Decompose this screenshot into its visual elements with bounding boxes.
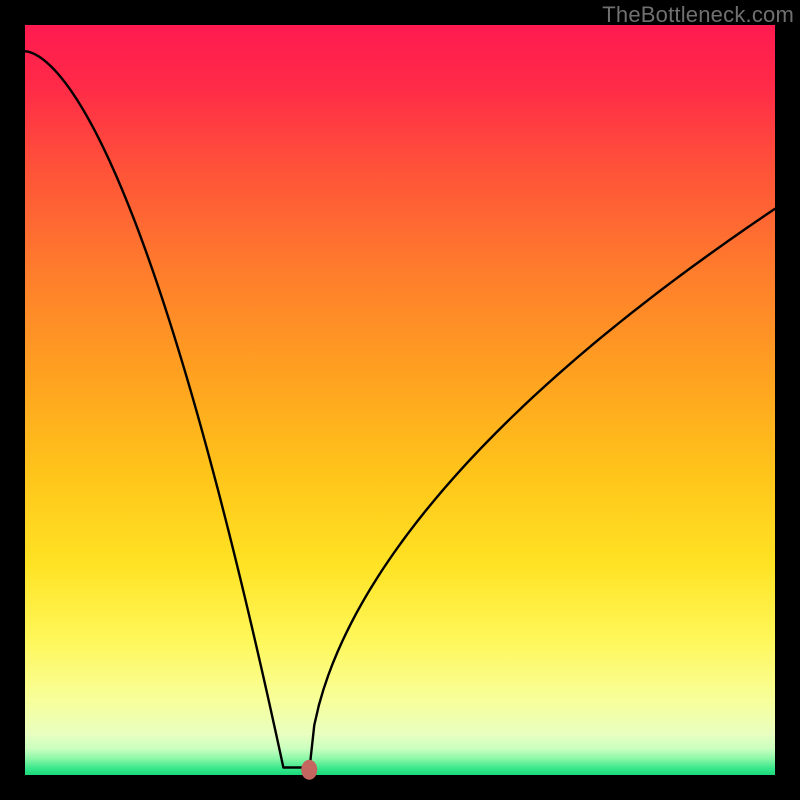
bottleneck-chart	[0, 0, 800, 800]
chart-background	[25, 25, 775, 775]
optimal-point-marker	[301, 760, 317, 780]
watermark-text: TheBottleneck.com	[602, 2, 794, 28]
